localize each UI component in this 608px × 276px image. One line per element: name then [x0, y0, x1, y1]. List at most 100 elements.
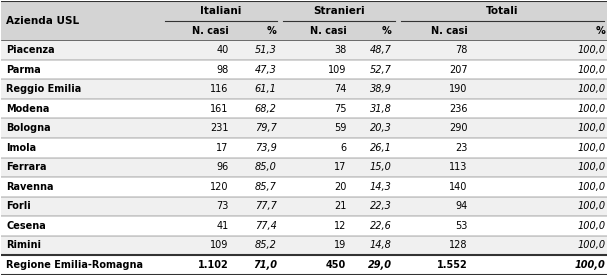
Text: 6: 6: [340, 143, 347, 153]
Text: %: %: [267, 26, 277, 36]
Text: N. casi: N. casi: [430, 26, 468, 36]
Text: 100,0: 100,0: [577, 182, 606, 192]
Text: 61,1: 61,1: [255, 84, 277, 94]
Text: Azienda USL: Azienda USL: [6, 16, 80, 26]
Text: 1.552: 1.552: [437, 260, 468, 270]
Text: 190: 190: [449, 84, 468, 94]
Text: Piacenza: Piacenza: [6, 45, 55, 55]
Text: 22,6: 22,6: [370, 221, 392, 231]
Text: 120: 120: [210, 182, 229, 192]
Text: 290: 290: [449, 123, 468, 133]
Text: Regione Emilia-Romagna: Regione Emilia-Romagna: [6, 260, 143, 270]
Text: 100,0: 100,0: [577, 201, 606, 211]
Text: Rimini: Rimini: [6, 240, 41, 250]
Bar: [1, 21, 607, 40]
Text: 100,0: 100,0: [577, 45, 606, 55]
Text: 100,0: 100,0: [577, 221, 606, 231]
Text: 47,3: 47,3: [255, 65, 277, 75]
Text: 31,8: 31,8: [370, 104, 392, 114]
Text: Totali: Totali: [486, 6, 519, 16]
Text: Cesena: Cesena: [6, 221, 46, 231]
Text: 51,3: 51,3: [255, 45, 277, 55]
Text: 78: 78: [455, 45, 468, 55]
Text: 113: 113: [449, 162, 468, 172]
Bar: [1, 40, 607, 60]
Text: 100,0: 100,0: [577, 143, 606, 153]
Text: %: %: [596, 26, 606, 36]
Text: 38,9: 38,9: [370, 84, 392, 94]
Text: 59: 59: [334, 123, 347, 133]
Text: 20: 20: [334, 182, 347, 192]
Text: 100,0: 100,0: [577, 240, 606, 250]
Text: 236: 236: [449, 104, 468, 114]
Text: 23: 23: [455, 143, 468, 153]
Text: 48,7: 48,7: [370, 45, 392, 55]
Text: Bologna: Bologna: [6, 123, 51, 133]
Text: 26,1: 26,1: [370, 143, 392, 153]
Text: 79,7: 79,7: [255, 123, 277, 133]
Text: 22,3: 22,3: [370, 201, 392, 211]
Text: 73,9: 73,9: [255, 143, 277, 153]
Bar: [1, 1, 607, 21]
Text: 29,0: 29,0: [368, 260, 392, 270]
Text: 1.102: 1.102: [198, 260, 229, 270]
Text: 15,0: 15,0: [370, 162, 392, 172]
Text: 100,0: 100,0: [577, 162, 606, 172]
Text: Parma: Parma: [6, 65, 41, 75]
Text: 19: 19: [334, 240, 347, 250]
Text: Forli: Forli: [6, 201, 31, 211]
Text: 12: 12: [334, 221, 347, 231]
Text: 73: 73: [216, 201, 229, 211]
Text: 100,0: 100,0: [577, 84, 606, 94]
Bar: [1, 99, 607, 118]
Text: 207: 207: [449, 65, 468, 75]
Bar: [1, 255, 607, 275]
Text: 161: 161: [210, 104, 229, 114]
Text: 17: 17: [334, 162, 347, 172]
Text: 77,7: 77,7: [255, 201, 277, 211]
Text: Modena: Modena: [6, 104, 50, 114]
Text: 20,3: 20,3: [370, 123, 392, 133]
Text: Reggio Emilia: Reggio Emilia: [6, 84, 81, 94]
Text: 109: 109: [328, 65, 347, 75]
Bar: [1, 177, 607, 197]
Text: 96: 96: [216, 162, 229, 172]
Text: 450: 450: [326, 260, 347, 270]
Text: N. casi: N. casi: [309, 26, 347, 36]
Text: 41: 41: [216, 221, 229, 231]
Text: 100,0: 100,0: [577, 123, 606, 133]
Text: 100,0: 100,0: [577, 65, 606, 75]
Text: 94: 94: [455, 201, 468, 211]
Text: 85,2: 85,2: [255, 240, 277, 250]
Bar: [1, 60, 607, 79]
Text: 231: 231: [210, 123, 229, 133]
Text: Ravenna: Ravenna: [6, 182, 54, 192]
Text: 40: 40: [216, 45, 229, 55]
Text: 77,4: 77,4: [255, 221, 277, 231]
Bar: [1, 79, 607, 99]
Text: %: %: [382, 26, 392, 36]
Text: 21: 21: [334, 201, 347, 211]
Text: 116: 116: [210, 84, 229, 94]
Text: 17: 17: [216, 143, 229, 153]
Text: 85,7: 85,7: [255, 182, 277, 192]
Text: 85,0: 85,0: [255, 162, 277, 172]
Text: 52,7: 52,7: [370, 65, 392, 75]
Text: 100,0: 100,0: [575, 260, 606, 270]
Bar: [1, 236, 607, 255]
Bar: [1, 216, 607, 236]
Text: 75: 75: [334, 104, 347, 114]
Text: Imola: Imola: [6, 143, 36, 153]
Text: 14,3: 14,3: [370, 182, 392, 192]
Text: 38: 38: [334, 45, 347, 55]
Text: Ferrara: Ferrara: [6, 162, 47, 172]
Bar: [1, 118, 607, 138]
Text: 128: 128: [449, 240, 468, 250]
Text: 68,2: 68,2: [255, 104, 277, 114]
Text: 53: 53: [455, 221, 468, 231]
Text: Stranieri: Stranieri: [313, 6, 365, 16]
Text: 109: 109: [210, 240, 229, 250]
Bar: [1, 138, 607, 158]
Text: Italiani: Italiani: [200, 6, 241, 16]
Bar: [1, 158, 607, 177]
